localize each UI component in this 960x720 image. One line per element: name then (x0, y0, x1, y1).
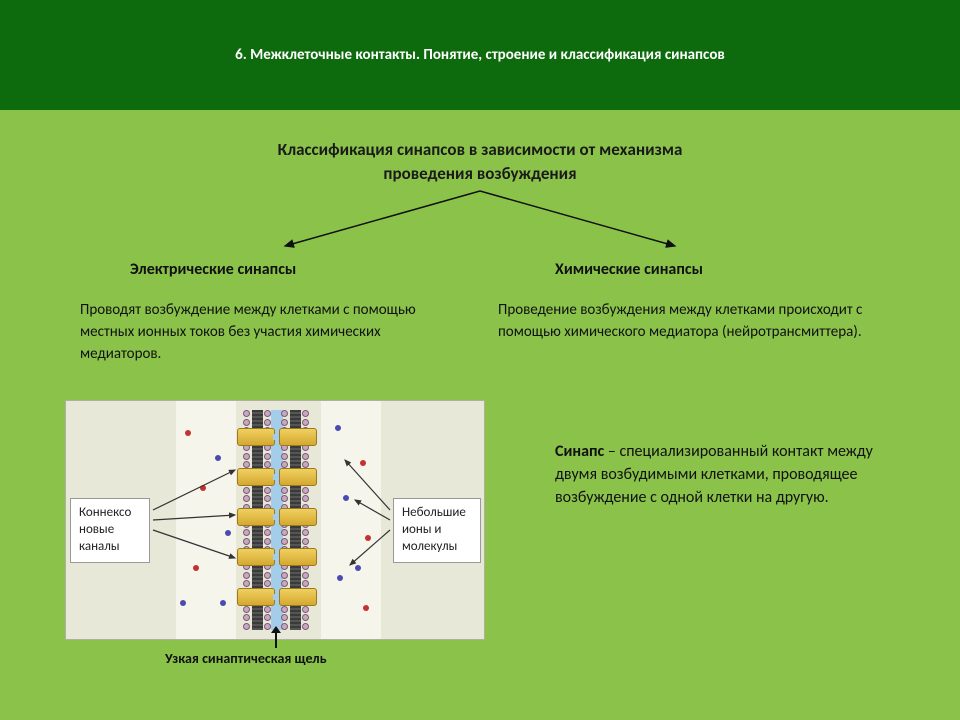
phospholipid-head (302, 623, 309, 630)
branch-arrows (230, 188, 730, 258)
phospholipid-head (264, 529, 271, 536)
slide-title: 6. Межклеточные контакты. Понятие, строе… (235, 46, 725, 64)
connexon (237, 588, 317, 606)
phospholipid-head (243, 419, 250, 426)
synapse-definition: Синапс – специализированный контакт межд… (555, 440, 905, 510)
left-branch-desc: Проводят возбуждение между клетками с по… (80, 300, 450, 365)
connexon (237, 548, 317, 566)
left-branch-title: Электрические синапсы (130, 260, 296, 279)
label-gap: Узкая синаптическая щель (165, 650, 327, 667)
ion-red (185, 430, 191, 436)
phospholipid-head (302, 419, 309, 426)
slide-header: 6. Межклеточные контакты. Понятие, строе… (0, 0, 960, 110)
phospholipid-head (302, 453, 309, 460)
classification-title: Классификация синапсов в зависимости от … (0, 138, 960, 186)
gap-arrow-icon (275, 632, 277, 648)
ion-blue (215, 455, 221, 461)
connexon-half (279, 468, 317, 486)
ion-blue (343, 495, 349, 501)
right-branch-title: Химические синапсы (555, 260, 703, 279)
definition-term: Синапс (555, 442, 604, 461)
phospholipid-head (281, 529, 288, 536)
title-line1: Классификация синапсов в зависимости от … (278, 139, 683, 160)
phospholipid-head (243, 538, 250, 545)
ion-blue (337, 575, 343, 581)
ion-red (365, 535, 371, 541)
phospholipid-head (264, 538, 271, 545)
phospholipid-head (264, 410, 271, 417)
phospholipid-head (281, 614, 288, 621)
phospholipid-head (302, 538, 309, 545)
phospholipid-head (243, 623, 250, 630)
ion-red (363, 605, 369, 611)
phospholipid-head (264, 580, 271, 587)
phospholipid-head (264, 606, 271, 613)
phospholipid-head (243, 614, 250, 621)
phospholipid-head (243, 410, 250, 417)
phospholipid-head (243, 606, 250, 613)
phospholipid-head (243, 495, 250, 502)
phospholipid-head (243, 580, 250, 587)
phospholipid-head (264, 487, 271, 494)
connexon (237, 468, 317, 486)
label-ions: Небольшие ионы и молекулы (393, 498, 481, 563)
connexon-half (279, 588, 317, 606)
phospholipid-head (281, 487, 288, 494)
connexon-half (279, 428, 317, 446)
phospholipid-head (302, 529, 309, 536)
phospholipid-head (281, 623, 288, 630)
ion-red (200, 485, 206, 491)
connexon-half (237, 548, 275, 566)
phospholipid-head (281, 495, 288, 502)
ion-blue (180, 600, 186, 606)
phospholipid-head (243, 487, 250, 494)
phospholipid-head (302, 495, 309, 502)
connexon (237, 428, 317, 446)
connexon-half (237, 428, 275, 446)
phospholipid-head (264, 614, 271, 621)
phospholipid-head (281, 538, 288, 545)
synapse-diagram: Коннексо новые каналы Небольшие ионы и м… (65, 400, 485, 650)
connexon-half (279, 508, 317, 526)
ion-blue (335, 425, 341, 431)
phospholipid-head (281, 419, 288, 426)
phospholipid-head (302, 614, 309, 621)
connexon (237, 508, 317, 526)
phospholipid-head (281, 580, 288, 587)
phospholipid-head (264, 623, 271, 630)
phospholipid-head (302, 580, 309, 587)
connexon-half (237, 588, 275, 606)
slide-content: Классификация синапсов в зависимости от … (0, 110, 960, 710)
phospholipid-head (264, 572, 271, 579)
phospholipid-head (281, 453, 288, 460)
ion-blue (225, 530, 231, 536)
phospholipid-head (302, 487, 309, 494)
phospholipid-head (264, 453, 271, 460)
phospholipid-head (243, 572, 250, 579)
phospholipid-head (302, 410, 309, 417)
ion-red (360, 460, 366, 466)
phospholipid-head (264, 419, 271, 426)
right-branch-desc: Проведение возбуждения между клетками пр… (498, 300, 878, 344)
title-line2: проведения возбуждения (383, 163, 576, 184)
connexon-half (279, 548, 317, 566)
connexon-half (237, 468, 275, 486)
phospholipid-head (243, 453, 250, 460)
phospholipid-head (264, 495, 271, 502)
connexon-half (237, 508, 275, 526)
ion-red (193, 565, 199, 571)
phospholipid-head (302, 606, 309, 613)
phospholipid-head (302, 572, 309, 579)
label-connexon: Коннексо новые каналы (70, 498, 150, 563)
phospholipid-head (281, 572, 288, 579)
ion-blue (220, 600, 226, 606)
phospholipid-head (281, 410, 288, 417)
ion-blue (355, 565, 361, 571)
phospholipid-head (281, 606, 288, 613)
phospholipid-head (243, 529, 250, 536)
